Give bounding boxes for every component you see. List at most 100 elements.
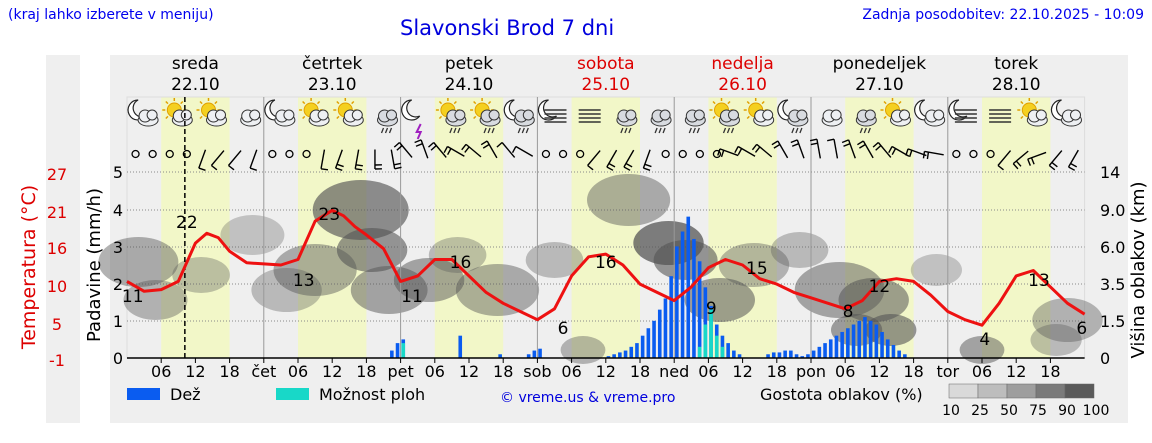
rain-bar [390,350,394,358]
wind-barb-icon [857,140,874,159]
cloud-blob [587,174,671,226]
cloud-blob [1030,324,1082,356]
moon-fog-icon [537,99,567,123]
wind-barb-icon [511,145,534,157]
rain-bar [823,343,827,358]
day-date: 23.10 [308,75,357,95]
calm-wind-icon [302,149,311,159]
shower-bar [714,335,719,358]
temperature-label: 15 [746,259,768,279]
cloud-blob [560,336,606,364]
y-tick-label-right: 0 [1100,349,1110,368]
day-date: 22.10 [171,75,220,95]
cloud-density-tick: 25 [971,403,989,419]
rain-bar [811,350,816,358]
cloud-density-swatch [977,383,1008,399]
wind-barb-icon [717,148,739,158]
moon-cloud-icon [264,99,296,127]
x-tick-label: 12 [869,362,889,381]
temperature-label: 6 [558,319,569,339]
moon-cloud-icon [1050,99,1082,127]
cloud-blob [336,228,408,272]
rain-bar [794,354,799,358]
cloud-blob [684,278,755,322]
temperature-label: 8 [843,302,854,322]
rain-bar [663,298,668,358]
shower-legend-label: Možnost ploh [319,385,425,404]
y-tick-label-left: 2 [113,275,123,294]
rain-bar [800,356,805,358]
y-tick-label-left: 3 [113,238,123,257]
rain-bar [766,354,770,358]
wind-barb-icon [905,148,927,158]
x-tick-label: 18 [1040,362,1060,381]
wind-barb-icon [334,149,344,171]
location-hint[interactable]: (kraj lahko izberete v meniju) [8,7,214,23]
calm-wind-icon [182,149,192,159]
shower-bar [401,343,406,358]
cloud-density-swatch [1064,383,1095,399]
temperature-label: 4 [979,330,990,350]
y-tick-label-temp: 16 [47,239,67,258]
calm-wind-icon [712,149,722,159]
rain-bar [783,350,787,358]
day-date: 28.10 [992,75,1041,95]
day-name: nedelja [711,54,773,74]
rain-bar [777,352,782,358]
y-tick-label-temp: 21 [47,203,67,222]
calm-wind-icon [285,149,294,159]
rain-bar [618,352,622,358]
day-name: četrtek [302,54,363,74]
rain-bar [885,339,890,358]
wind-barb-icon [428,141,447,158]
x-tick-label: 12 [596,362,616,381]
moon-cloud-rain-icon [777,99,809,134]
y-axis-label-right: Višina oblakov (km) [1128,181,1149,358]
day-date: 26.10 [718,75,767,95]
wind-barb-icon [1067,149,1079,171]
x-tick-label: ned [659,362,689,381]
rain-bar [395,343,400,358]
y-tick-label-temp: 27 [47,165,67,184]
x-tick-label: 12 [185,362,205,381]
x-tick-label: pet [387,362,413,381]
calm-wind-icon [986,149,995,159]
cloud-blob [653,240,718,280]
cloud-blob [428,237,487,273]
sun-cloud-icon [1017,98,1048,127]
wind-barb-icon [790,139,805,159]
rain-bar [538,348,542,358]
x-tick-label: 12 [1006,362,1026,381]
x-tick-label: sob [523,362,551,381]
last-updated: Zadnja posodobitev: 22.10.2025 - 10:09 [862,7,1144,23]
day-name: petek [445,54,493,74]
wind-barb-icon [496,141,516,158]
rain-bar [834,335,839,358]
wind-barb-icon [354,149,363,171]
x-tick-label: 06 [561,362,581,381]
rain-bar [857,320,862,358]
day-date: 27.10 [855,75,904,95]
x-tick-label: 06 [288,362,308,381]
x-tick-label: 12 [322,362,342,381]
credit-link[interactable]: © vreme.us & vreme.pro [500,390,675,406]
rain-bar [874,324,879,358]
wind-barb-icon [922,150,944,160]
rain-bar [737,354,742,358]
cloud-blob [910,254,963,286]
cloud-blob [525,242,584,278]
rain-bar [669,276,673,358]
rain-legend-swatch [127,388,160,400]
x-tick-label: 06 [425,362,445,381]
rain-bar [498,354,502,358]
left-frame [46,55,80,423]
temperature-label: 9 [706,299,717,319]
temperature-label: 16 [595,253,617,273]
x-tick-label: 06 [698,362,718,381]
wind-barb-icon [1027,151,1047,166]
rain-bar [703,287,708,358]
rain-bar [828,339,833,358]
wind-barb-icon [198,149,207,171]
sun-cloud-icon [333,98,364,127]
